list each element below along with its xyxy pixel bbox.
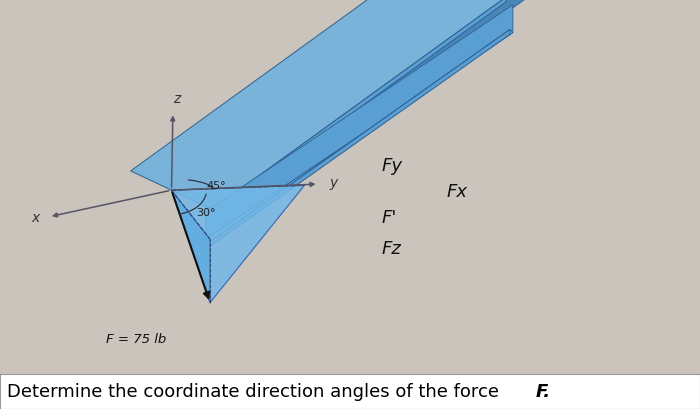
Polygon shape — [209, 29, 510, 247]
Text: Determine the coordinate direction angles of the force: Determine the coordinate direction angle… — [7, 383, 505, 401]
Text: F.: F. — [536, 383, 551, 401]
Polygon shape — [131, 0, 506, 209]
Polygon shape — [206, 29, 513, 242]
Polygon shape — [212, 0, 506, 214]
Text: F': F' — [382, 209, 397, 227]
Polygon shape — [206, 5, 513, 239]
Text: Fy: Fy — [382, 157, 402, 175]
Text: Fz: Fz — [382, 240, 401, 258]
Text: z: z — [174, 92, 181, 106]
Text: Fx: Fx — [447, 183, 468, 201]
Polygon shape — [148, 0, 524, 213]
Text: 45°: 45° — [206, 181, 226, 191]
Text: 30°: 30° — [196, 208, 216, 218]
Polygon shape — [172, 185, 304, 303]
Polygon shape — [172, 190, 210, 303]
Bar — [0, 374, 700, 409]
Text: F = 75 lb: F = 75 lb — [106, 333, 167, 346]
Text: x: x — [32, 211, 40, 225]
Text: y: y — [329, 176, 337, 190]
